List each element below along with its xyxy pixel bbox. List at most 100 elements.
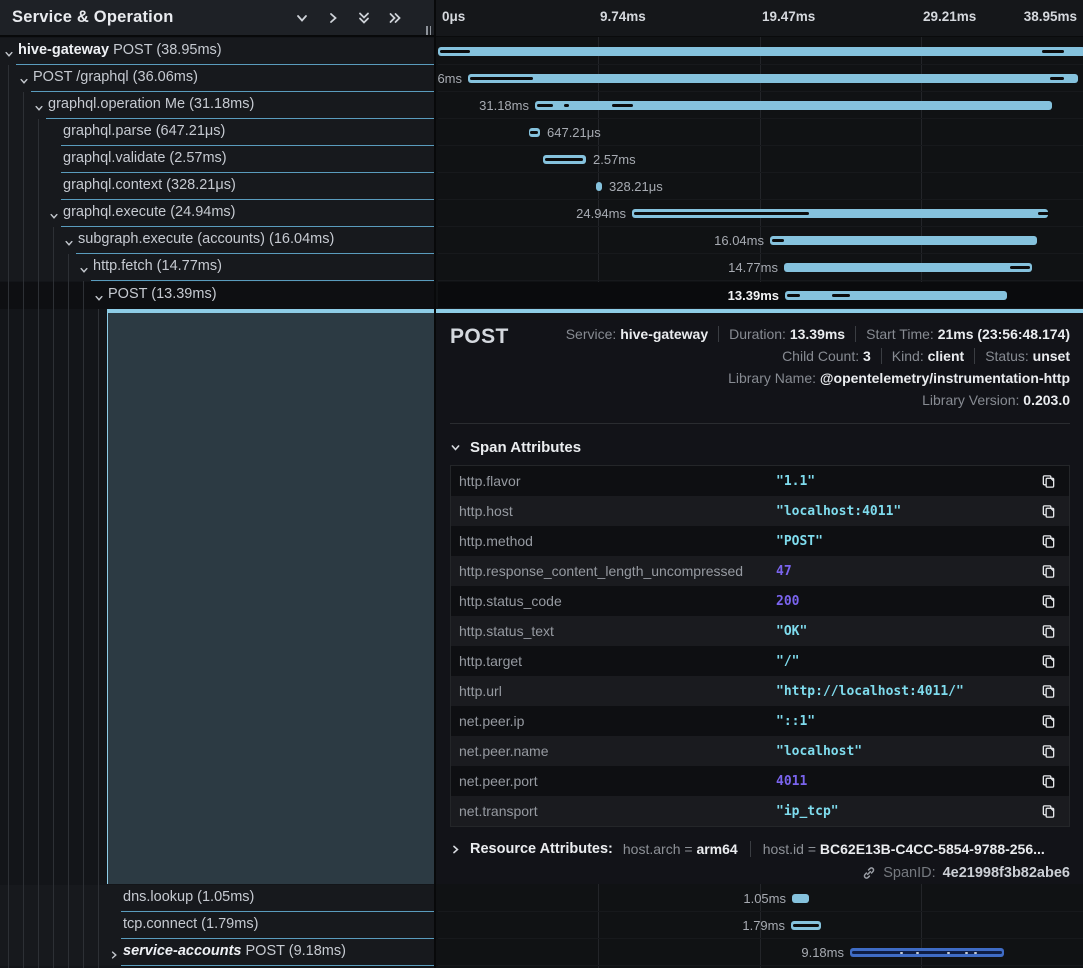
copy-icon[interactable]: [1041, 564, 1056, 579]
double-chevron-down-icon[interactable]: [357, 11, 371, 25]
span-tree-row[interactable]: tcp.connect (1.79ms): [0, 912, 434, 939]
timeline-row[interactable]: 1.79ms: [438, 912, 1083, 939]
attribute-row[interactable]: net.peer.port 4011: [451, 766, 1069, 796]
chevron-down-icon[interactable]: [295, 11, 309, 25]
copy-icon[interactable]: [1041, 654, 1056, 669]
chevron-right-icon[interactable]: [326, 11, 340, 25]
attribute-row[interactable]: http.url "http://localhost:4011/": [451, 676, 1069, 706]
timeline-row[interactable]: [438, 38, 1083, 65]
timeline-row[interactable]: 24.94ms: [438, 200, 1083, 227]
attribute-row[interactable]: http.target "/": [451, 646, 1069, 676]
chevron-down-icon[interactable]: [49, 208, 59, 226]
attribute-row[interactable]: http.response_content_length_uncompresse…: [451, 556, 1069, 586]
span-bar-mark: [852, 951, 1002, 954]
span-bar-mark: [1042, 50, 1064, 53]
span-tree-row[interactable]: graphql.validate (2.57ms): [0, 146, 434, 173]
chevron-right-icon[interactable]: [109, 947, 119, 965]
span-tree-row[interactable]: graphql.context (328.21μs): [0, 173, 434, 200]
attribute-row[interactable]: net.peer.name "localhost": [451, 736, 1069, 766]
span-bar-mark: [537, 104, 553, 107]
timeline-row[interactable]: 14.77ms: [438, 254, 1083, 281]
span-bar[interactable]: [596, 182, 602, 191]
timeline-row[interactable]: 16.04ms: [438, 227, 1083, 254]
span-bar-mark: [634, 212, 809, 215]
span-bar-dot: [965, 951, 968, 954]
copy-icon[interactable]: [1041, 504, 1056, 519]
span-tree-row[interactable]: POST /graphql (36.06ms): [0, 65, 434, 92]
span-duration-label: 31.18ms: [479, 98, 529, 113]
span-tree-row[interactable]: subgraph.execute (accounts) (16.04ms): [0, 227, 434, 254]
span-duration-label: 328.21μs: [609, 179, 663, 194]
span-tree-row[interactable]: POST (13.39ms): [0, 282, 434, 309]
copy-icon[interactable]: [1041, 744, 1056, 759]
copy-icon[interactable]: [1041, 534, 1056, 549]
attribute-row[interactable]: http.flavor "1.1": [451, 466, 1069, 496]
link-icon[interactable]: [862, 866, 876, 880]
chevron-down-icon[interactable]: [94, 290, 104, 308]
timeline-row[interactable]: 647.21μs: [438, 119, 1083, 146]
timeline-row[interactable]: 328.21μs: [438, 173, 1083, 200]
span-tree-row[interactable]: hive-gateway POST (38.95ms): [0, 38, 434, 65]
timeline-row[interactable]: 6ms: [437, 65, 1083, 92]
panel-resize-grip-icon[interactable]: [426, 26, 431, 35]
row-border: [61, 172, 434, 173]
span-tree-row[interactable]: service-accounts POST (9.18ms): [0, 939, 434, 966]
copy-icon[interactable]: [1041, 804, 1056, 819]
chevron-down-icon[interactable]: [4, 46, 14, 64]
span-bar[interactable]: [632, 209, 1048, 218]
attribute-row[interactable]: net.peer.ip "::1": [451, 706, 1069, 736]
copy-icon[interactable]: [1041, 474, 1056, 489]
indent-guide: [68, 254, 69, 968]
copy-icon[interactable]: [1041, 774, 1056, 789]
span-bar-mark: [793, 924, 819, 927]
chevron-down-icon[interactable]: [64, 235, 74, 253]
attribute-value: "1.1": [776, 473, 816, 489]
attribute-row[interactable]: net.transport "ip_tcp": [451, 796, 1069, 826]
chevron-down-icon[interactable]: [19, 73, 29, 91]
copy-icon[interactable]: [1041, 624, 1056, 639]
attribute-row[interactable]: http.host "localhost:4011": [451, 496, 1069, 526]
span-bar[interactable]: [792, 894, 809, 903]
span-bar[interactable]: [535, 101, 1052, 110]
attribute-row[interactable]: http.method "POST": [451, 526, 1069, 556]
copy-icon[interactable]: [1041, 684, 1056, 699]
timeline-row[interactable]: 9.18ms: [438, 939, 1083, 966]
span-tree-row[interactable]: graphql.operation Me (31.18ms): [0, 92, 434, 119]
span-bar[interactable]: [438, 47, 1083, 56]
timeline-row[interactable]: 31.18ms: [438, 92, 1083, 119]
attribute-row[interactable]: http.status_code 200: [451, 586, 1069, 616]
timeline-row[interactable]: 2.57ms: [438, 146, 1083, 173]
attribute-value: "http://localhost:4011/": [776, 683, 964, 699]
attribute-value: "OK": [776, 623, 808, 639]
span-bar-mark: [1010, 266, 1030, 269]
span-tree-row[interactable]: dns.lookup (1.05ms): [0, 885, 434, 912]
resource-attributes-row[interactable]: Resource Attributes: host.arch = arm64 ho…: [450, 841, 1070, 857]
chevron-down-icon[interactable]: [79, 262, 89, 280]
span-tree-row[interactable]: graphql.execute (24.94ms): [0, 200, 434, 227]
span-bar[interactable]: [785, 291, 1007, 300]
span-id-row: SpanID: 4e21998f3b82abe6: [450, 865, 1070, 881]
span-bar[interactable]: [784, 263, 1032, 272]
double-chevron-right-icon[interactable]: [388, 11, 402, 25]
row-border: [91, 280, 434, 281]
chevron-down-icon[interactable]: [34, 100, 44, 118]
span-id-label: SpanID:: [883, 865, 936, 881]
attribute-key: http.status_text: [459, 623, 554, 639]
span-bar[interactable]: [770, 236, 1037, 245]
row-border: [46, 118, 434, 119]
attribute-row[interactable]: http.status_text "OK": [451, 616, 1069, 646]
copy-icon[interactable]: [1041, 714, 1056, 729]
detail-meta-item: Library Name: @opentelemetry/instrumenta…: [728, 370, 1070, 386]
span-attributes-header[interactable]: Span Attributes: [450, 439, 1070, 456]
span-name: graphql.execute (24.94ms): [63, 204, 236, 220]
detail-meta-item: Library Version: 0.203.0: [922, 392, 1070, 408]
span-tree-row[interactable]: http.fetch (14.77ms): [0, 254, 434, 281]
indent-guide: [83, 281, 84, 968]
timeline-row[interactable]: 13.39ms: [438, 282, 1083, 309]
timeline-row[interactable]: 1.05ms: [438, 885, 1083, 912]
indent-guide: [8, 65, 9, 968]
copy-icon[interactable]: [1041, 594, 1056, 609]
span-tree-row[interactable]: graphql.parse (647.21μs): [0, 119, 434, 146]
row-border: [121, 965, 434, 966]
span-bar[interactable]: [468, 74, 1078, 83]
